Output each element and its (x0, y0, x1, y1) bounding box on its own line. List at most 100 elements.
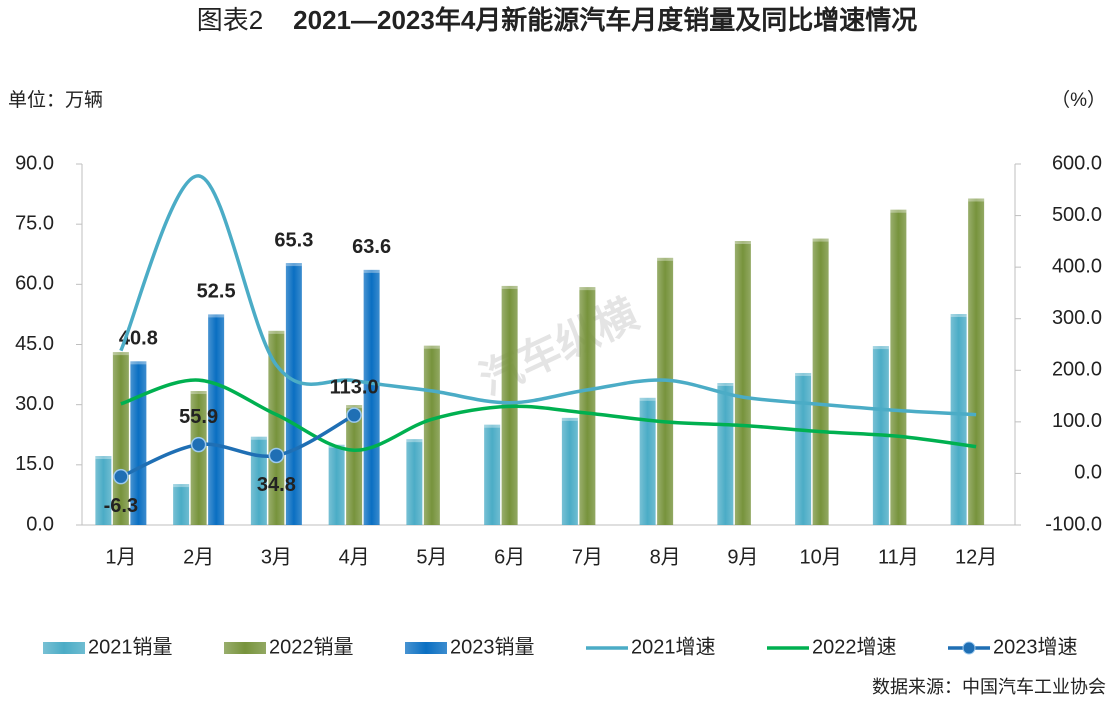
line (120, 378, 977, 452)
bar-top (130, 361, 147, 365)
bar (285, 263, 302, 525)
value-label: 52.5 (197, 281, 236, 303)
legend-label: 2023增速 (993, 635, 1078, 658)
bar-top (173, 484, 190, 488)
bar (968, 198, 985, 526)
value-label: -6.3 (104, 495, 138, 517)
x-tick-label: 3月 (261, 546, 292, 568)
bar (423, 345, 440, 525)
bar-top (190, 391, 207, 395)
bar-top (950, 314, 967, 318)
bar-top (717, 383, 734, 387)
bar-top (561, 417, 578, 421)
bar (579, 287, 596, 525)
legend-label: 2023销量 (450, 635, 535, 658)
figure-label: 图表2 (197, 5, 263, 35)
bar-top (579, 287, 596, 291)
legend-swatch (43, 642, 85, 654)
x-tick-label: 9月 (727, 546, 758, 568)
y2-tick-label: 100.0 (1052, 410, 1102, 432)
bar (173, 484, 190, 525)
bar (363, 269, 380, 525)
bar-top (501, 285, 518, 289)
y-tick-label: 90.0 (15, 152, 54, 174)
x-tick-label: 7月 (572, 546, 603, 568)
bar (268, 330, 285, 525)
x-tick-label: 11月 (878, 546, 919, 568)
bar-top (890, 209, 907, 213)
bar-top (346, 405, 363, 409)
bar-top (406, 439, 423, 443)
bar (890, 209, 907, 525)
bar (561, 417, 578, 525)
y-tick-label: 75.0 (15, 212, 54, 234)
legend-swatch (405, 642, 447, 654)
bar (250, 436, 267, 525)
bar (328, 444, 345, 525)
x-tick-label: 10月 (800, 546, 842, 568)
line (120, 413, 355, 479)
bar-top (250, 436, 267, 440)
y2-tick-label: 200.0 (1052, 359, 1102, 381)
chart-title: 2021—2023年4月新能源汽车月度销量及同比增速情况 (293, 5, 917, 35)
y2-tick-label: 400.0 (1052, 255, 1102, 277)
x-tick-label: 6月 (494, 546, 525, 568)
bar-top (484, 424, 501, 428)
bar (657, 257, 674, 525)
bar (406, 439, 423, 525)
y-tick-label: 60.0 (15, 273, 54, 295)
bar (717, 383, 734, 525)
bar-top (268, 330, 285, 334)
legend-label: 2021销量 (88, 635, 173, 658)
marker (113, 468, 129, 485)
value-label: 65.3 (274, 229, 313, 251)
y-tick-label: 30.0 (15, 393, 54, 415)
bar (795, 372, 812, 525)
y2-tick-label: -100.0 (1045, 513, 1102, 535)
legend-label: 2021增速 (631, 635, 716, 658)
legend-swatch (224, 642, 266, 654)
y2-tick-label: 0.0 (1074, 462, 1102, 484)
legend-label: 2022增速 (812, 635, 897, 658)
y-tick-label: 15.0 (15, 453, 54, 475)
bar (95, 456, 112, 525)
x-tick-label: 1月 (105, 546, 136, 568)
bar-top (112, 352, 129, 356)
bar-top (812, 238, 829, 242)
bar (639, 397, 656, 525)
bar (484, 424, 501, 525)
line (119, 174, 977, 417)
source: 数据来源：中国汽车工业协会 (872, 677, 1106, 697)
y-unit: 单位：万辆 (8, 89, 103, 111)
y2-tick-label: 300.0 (1052, 307, 1102, 329)
value-label: 55.9 (179, 406, 218, 428)
bar (812, 238, 829, 525)
marker (190, 436, 207, 453)
legend-marker (962, 641, 976, 655)
watermark: 汽车纵横 (472, 290, 644, 404)
x-tick-label: 2月 (183, 546, 214, 568)
bar (190, 391, 207, 525)
bar-top (795, 372, 812, 376)
y-tick-label: 0.0 (26, 513, 54, 535)
marker (346, 407, 362, 423)
bar-top (639, 397, 656, 401)
bar (346, 405, 363, 525)
legend-label: 2022销量 (269, 635, 354, 658)
y2-unit: （%） (1051, 89, 1106, 111)
chart-title-line: 图表2 2021—2023年4月新能源汽车月度销量及同比增速情况 (197, 5, 918, 35)
bar (734, 241, 751, 525)
bar (208, 314, 225, 525)
bar-top (872, 346, 889, 350)
x-tick-label: 5月 (416, 546, 447, 568)
bar-top (423, 345, 440, 349)
value-label: 63.6 (352, 236, 391, 258)
bar (950, 314, 967, 525)
x-tick-label: 8月 (650, 546, 681, 568)
x-tick-label: 4月 (339, 546, 370, 568)
y2-tick-label: 500.0 (1052, 204, 1102, 226)
marker (268, 447, 285, 464)
x-tick-label: 12月 (955, 546, 997, 568)
bar-top (285, 263, 302, 267)
